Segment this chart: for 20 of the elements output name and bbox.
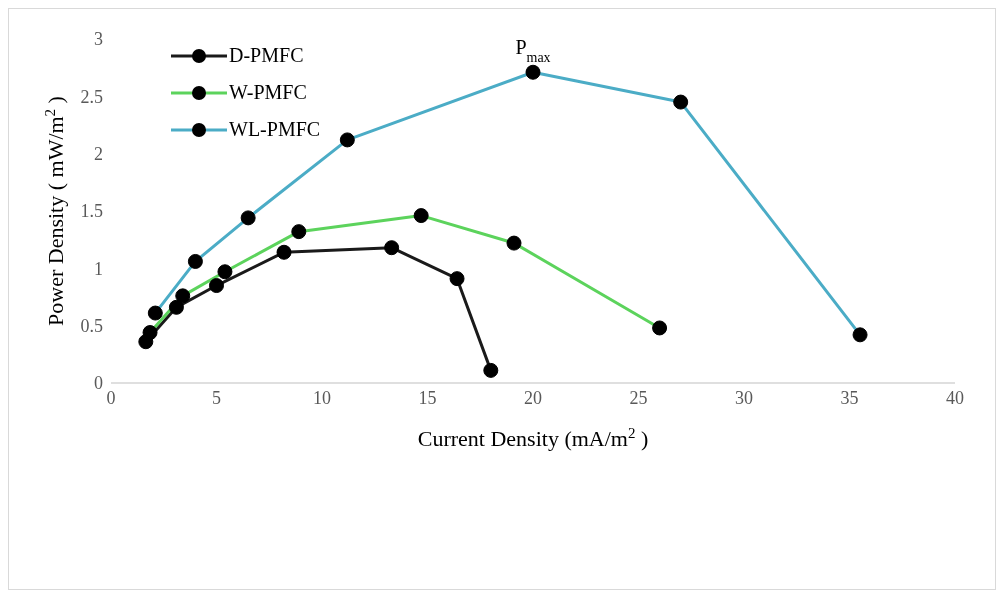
x-tick-label: 15 bbox=[418, 387, 437, 408]
y-tick-label: 3 bbox=[94, 29, 103, 50]
legend-label: W-PMFC bbox=[229, 81, 307, 104]
legend-label: WL-PMFC bbox=[229, 118, 321, 141]
y-tick-label: 1 bbox=[94, 258, 103, 279]
y-tick-label: 1.5 bbox=[80, 201, 103, 222]
annotation: P$_{max}$ bbox=[515, 36, 551, 65]
y-tick-label: 0.5 bbox=[80, 316, 103, 337]
y-tick-label: 0 bbox=[94, 373, 103, 394]
x-tick-label: 30 bbox=[735, 387, 753, 408]
x-tick-label: 20 bbox=[524, 387, 542, 408]
x-tick-label: 10 bbox=[313, 387, 331, 408]
x-tick-label: 25 bbox=[629, 387, 648, 408]
y-tick-label: 2 bbox=[94, 144, 103, 165]
x-tick-label: 40 bbox=[946, 387, 964, 408]
x-tick-label: 35 bbox=[840, 387, 859, 408]
legend-label: D-PMFC bbox=[229, 44, 304, 67]
x-axis-title: Current Density (mA/m$^{2}$) bbox=[417, 425, 649, 451]
y-tick-label: 2.5 bbox=[80, 86, 103, 107]
x-tick-label: 5 bbox=[212, 387, 221, 408]
